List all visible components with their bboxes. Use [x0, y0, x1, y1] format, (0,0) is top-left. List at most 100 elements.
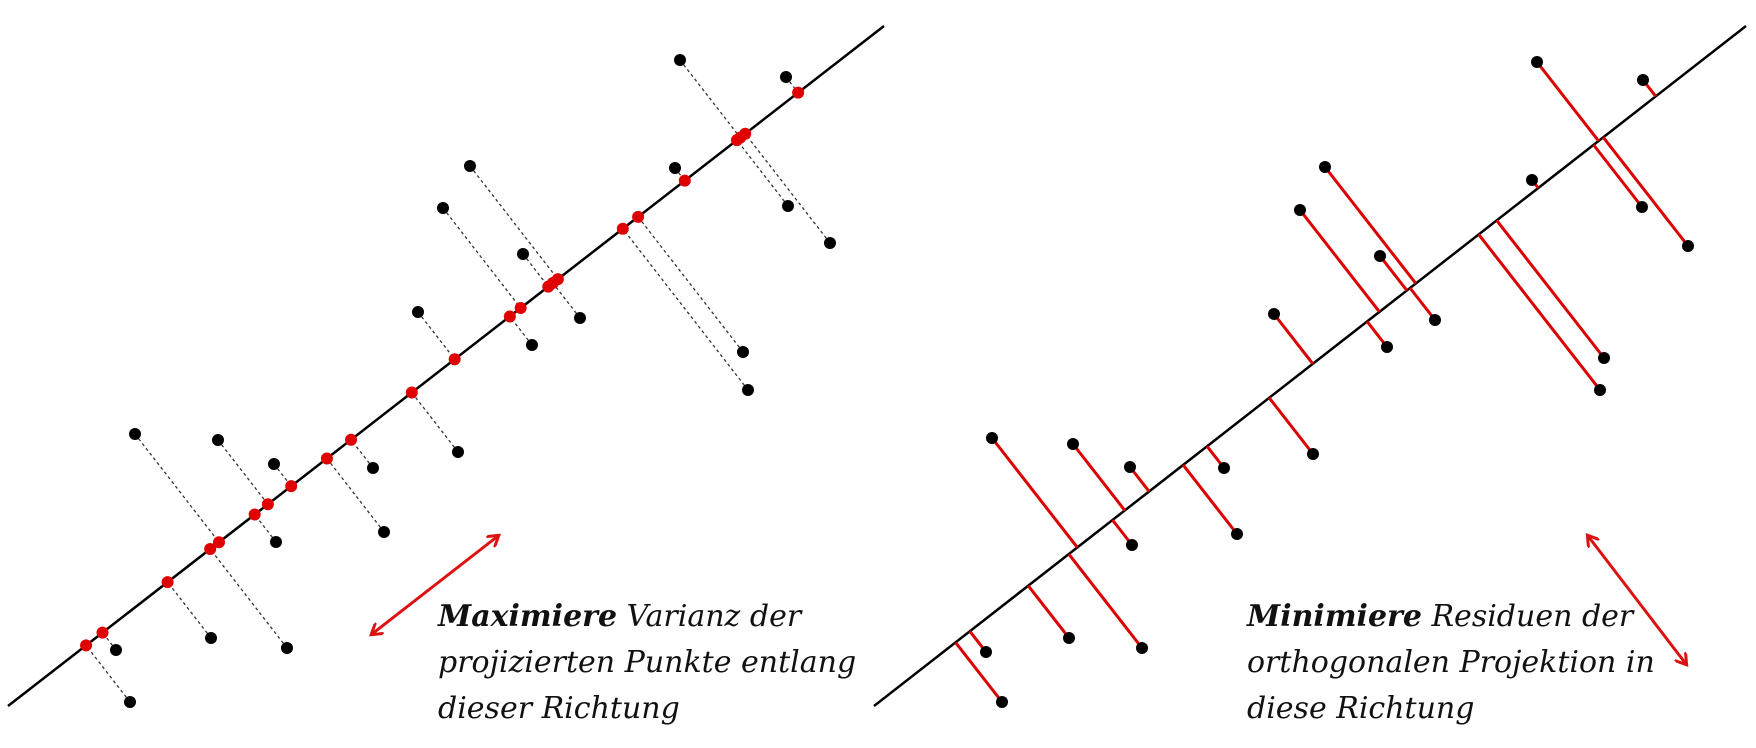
projection-line: [736, 139, 789, 207]
data-point: [674, 54, 686, 66]
data-point: [1294, 204, 1306, 216]
projected-point: [448, 353, 461, 366]
residual-line: [954, 641, 1004, 703]
data-point: [1136, 642, 1148, 654]
data-point: [412, 306, 424, 318]
data-point: [1594, 384, 1606, 396]
data-point: [270, 536, 282, 548]
data-point: [1268, 308, 1280, 320]
projected-point: [261, 498, 274, 511]
data-point: [124, 696, 136, 708]
data-point: [1531, 56, 1543, 68]
projected-point: [792, 86, 805, 99]
projection-line: [637, 216, 744, 353]
data-point: [1231, 528, 1243, 540]
caption-maximize-variance: Maximiere Varianz der projizierten Punkt…: [438, 594, 856, 732]
residual-direction-arrow: [1588, 536, 1686, 664]
data-point: [464, 160, 476, 172]
data-point: [212, 434, 224, 446]
data-point: [437, 202, 449, 214]
caption-left-line2: projizierten Punkte entlang: [438, 645, 857, 680]
data-point: [1429, 314, 1441, 326]
residual-line: [1495, 219, 1606, 359]
residual-lines-right: [954, 61, 1690, 703]
data-point: [782, 200, 794, 212]
data-point: [452, 446, 464, 458]
projected-point: [739, 127, 752, 140]
residual-line: [1378, 255, 1409, 292]
variance-direction-arrow: [372, 536, 498, 634]
projected-point: [285, 480, 298, 493]
data-point: [268, 458, 280, 470]
projection-line: [744, 133, 831, 244]
data-point: [824, 237, 836, 249]
data-point: [1526, 174, 1538, 186]
residual-line: [990, 437, 1079, 549]
data-point: [1218, 462, 1230, 474]
data-point: [110, 644, 122, 656]
projection-line: [622, 228, 749, 391]
data-point: [1598, 352, 1610, 364]
residual-line: [1323, 166, 1418, 285]
data-point: [986, 432, 998, 444]
residual-line: [1477, 233, 1602, 391]
right-panel-min-residuals: [873, 25, 1747, 708]
data-point: [574, 312, 586, 324]
projected-point: [514, 302, 527, 315]
projected-point: [204, 543, 217, 556]
projected-point: [345, 433, 358, 446]
data-point: [1063, 632, 1075, 644]
projection-line: [411, 392, 459, 453]
projection-line: [442, 207, 522, 309]
residual-line: [1027, 584, 1071, 639]
projected-point: [678, 174, 691, 187]
projection-line: [679, 59, 741, 138]
projected-point: [616, 222, 629, 235]
data-point: [669, 162, 681, 174]
data-point: [996, 696, 1008, 708]
projection-line: [522, 253, 549, 287]
data-point: [367, 462, 379, 474]
projected-point: [632, 210, 645, 223]
data-point: [526, 339, 538, 351]
principal-axis-right: [873, 25, 1747, 707]
residual-line: [1298, 209, 1381, 313]
data-point: [737, 346, 749, 358]
data-point: [1637, 74, 1649, 86]
projected-point: [320, 452, 333, 465]
projected-point: [405, 386, 418, 399]
residual-line: [1067, 553, 1144, 649]
data-points-right: [980, 56, 1694, 708]
data-points-left: [110, 54, 836, 708]
data-point: [780, 71, 792, 83]
projection-line: [85, 645, 131, 703]
data-point: [980, 646, 992, 658]
data-point: [1374, 250, 1386, 262]
data-point: [1307, 448, 1319, 460]
data-point: [742, 384, 754, 396]
data-point: [517, 248, 529, 260]
projection-line: [167, 581, 212, 639]
data-point: [1636, 201, 1648, 213]
projected-point: [80, 639, 93, 652]
caption-right-line3: diese Richtung: [1247, 691, 1475, 726]
projection-line: [552, 282, 581, 319]
projection-line: [217, 439, 269, 505]
projection-line: [509, 316, 533, 346]
left-panel-max-variance: [7, 25, 885, 708]
projected-point: [546, 277, 559, 290]
caption-right-bold: Minimiere: [1247, 599, 1422, 634]
projected-point: [730, 134, 743, 147]
data-point: [205, 632, 217, 644]
residual-line: [1592, 143, 1644, 208]
caption-right-line1: Residuen der: [1421, 599, 1634, 634]
projection-line: [417, 311, 456, 360]
projection-line: [469, 165, 559, 280]
projection-lines-left: [85, 59, 831, 703]
data-point: [1381, 341, 1393, 353]
data-point: [1067, 438, 1079, 450]
residual-line: [1602, 136, 1690, 247]
projected-point: [212, 536, 225, 549]
data-point: [1319, 161, 1331, 173]
